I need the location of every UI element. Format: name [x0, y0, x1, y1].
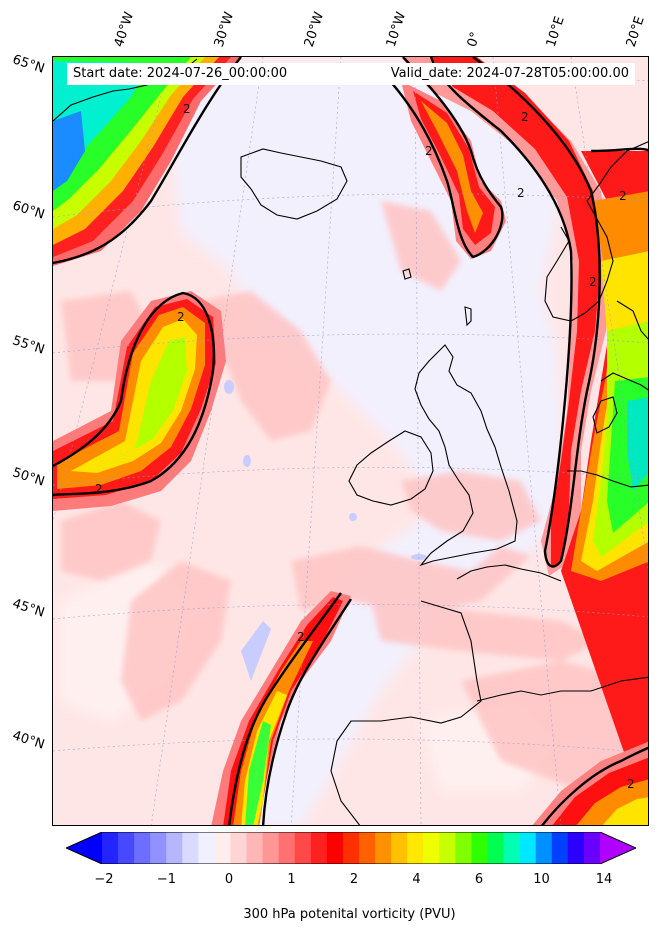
colorbar-swatch [198, 832, 216, 864]
colorbar-swatch [567, 832, 585, 864]
lat-label-60n: 60°N [10, 198, 47, 223]
colorbar-swatch [407, 832, 424, 864]
colorbar-tick: 14 [595, 872, 613, 887]
contour-label: 2 [521, 110, 529, 124]
colorbar-swatch [519, 832, 537, 864]
pv-streamer-south [211, 591, 351, 825]
lon-label-0: 0° [464, 30, 484, 49]
colorbar-swatch [342, 832, 360, 864]
colorbar-swatch [102, 832, 119, 864]
colorbar-swatch [455, 832, 473, 864]
colorbar-swatch [551, 832, 569, 864]
pv-2-contours [53, 57, 648, 825]
lon-label-10w: 10°W [383, 10, 410, 49]
colorbar-swatch [150, 832, 167, 864]
colorbar-extend-low [66, 832, 102, 864]
colorbar-swatch [278, 832, 296, 864]
pink-streaks [61, 201, 641, 791]
contour-label: 2 [619, 189, 627, 203]
valid-date-text: Valid_date: 2024-07-28T05:00:00.00 [390, 66, 629, 81]
colorbar-swatch [391, 832, 408, 864]
lon-label-20e: 20°E [623, 14, 648, 50]
colorbar-swatch [214, 832, 232, 864]
colorbar-swatch [262, 832, 280, 864]
date-info-box: Start date: 2024-07-26_00:00:00 Valid_da… [67, 63, 635, 85]
great-britain-coast [414, 344, 518, 567]
contour-label: 2 [627, 777, 635, 791]
colorbar-tick: −2 [94, 872, 114, 887]
iceland-coast [240, 148, 348, 220]
colorbar-extend-high [600, 832, 636, 864]
lat-label-65n: 65°N [10, 52, 47, 77]
colorbar-swatch [326, 832, 344, 864]
contour-label: 2 [177, 310, 185, 324]
pv-map: 2 2 2 2 2 2 2 2 2 2 [53, 57, 648, 825]
lon-label-30w: 30°W [211, 10, 238, 49]
contour-label: 2 [517, 186, 525, 200]
colorbar-swatch [182, 832, 199, 864]
colorbar-swatch [423, 832, 440, 864]
colorbar [66, 832, 636, 864]
colorbar-swatch [359, 832, 376, 864]
colorbar-tick: −1 [156, 872, 177, 887]
lat-label-55n: 55°N [10, 333, 47, 358]
pv-blob-west [53, 291, 226, 511]
colorbar-tick: 0 [224, 872, 234, 887]
lon-label-20w: 20°W [301, 10, 328, 49]
pv-band-east [401, 57, 648, 822]
colorbar-swatch [583, 832, 601, 864]
contour-label: 2 [425, 144, 433, 158]
colorbar-swatch [230, 832, 248, 864]
colorbar-swatch [294, 832, 312, 864]
graticule [53, 57, 648, 825]
colorbar-label: 300 hPa potenital vorticity (PVU) [243, 907, 456, 922]
colorbar-swatch [134, 832, 151, 864]
lat-label-50n: 50°N [10, 465, 47, 490]
colorbar-swatch [310, 832, 328, 864]
contour-label: 2 [183, 102, 191, 116]
pv-blob-northwest [53, 57, 241, 266]
start-date-text: Start date: 2024-07-26_00:00:00 [73, 66, 288, 81]
map-frame: 2 2 2 2 2 2 2 2 2 2 [52, 56, 649, 826]
colorbar-swatch [503, 832, 521, 864]
negative-pv-spots [224, 380, 427, 681]
colorbar-swatch [118, 832, 135, 864]
contour-labels: 2 2 2 2 2 2 2 2 2 2 [95, 102, 635, 791]
colorbar-tick: 1 [287, 872, 296, 887]
lon-label-10e: 10°E [543, 14, 568, 50]
colorbar-swatch [375, 832, 392, 864]
colorbar-tick: 2 [349, 872, 359, 887]
colorbar-tick: 4 [412, 872, 421, 887]
colorbar-swatch [166, 832, 183, 864]
pv-hook-north [401, 81, 506, 259]
colorbar-swatch [487, 832, 505, 864]
colorbar-swatch [471, 832, 489, 864]
colorbar-tick: 6 [474, 872, 484, 887]
lat-label-40n: 40°N [10, 728, 47, 753]
lon-label-40w: 40°W [111, 10, 138, 49]
colorbar-swatch [246, 832, 264, 864]
contour-label: 2 [297, 630, 305, 644]
colorbar-tick: 10 [533, 872, 550, 887]
lat-label-45n: 45°N [10, 596, 47, 621]
colorbar-swatch [535, 832, 553, 864]
colorbar-swatch [439, 832, 457, 864]
contour-label: 2 [589, 275, 597, 289]
contour-label: 2 [95, 482, 103, 496]
ireland-coast [348, 430, 434, 506]
coastlines [53, 58, 648, 825]
